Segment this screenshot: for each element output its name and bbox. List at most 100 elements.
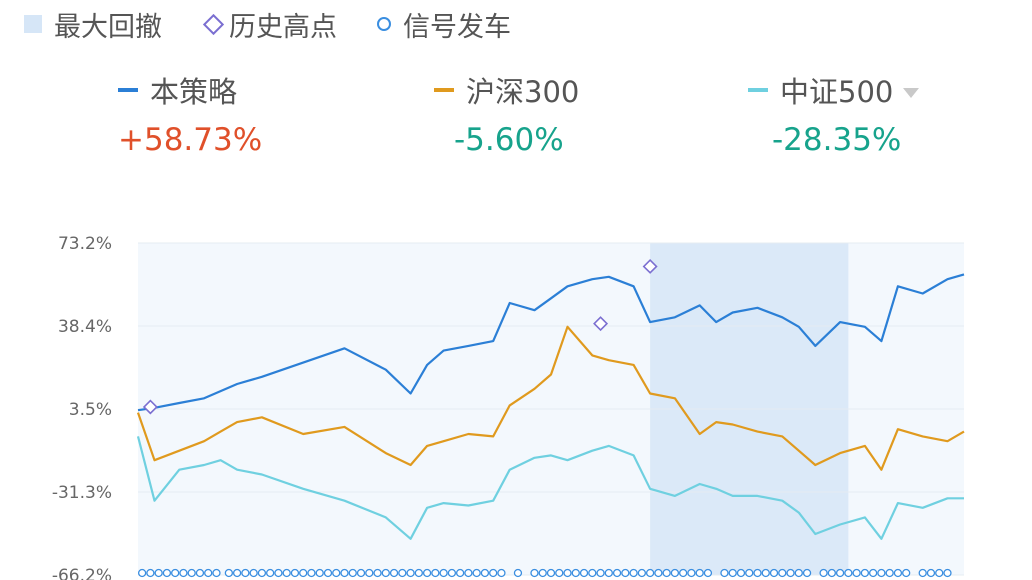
signal-marker (179, 568, 188, 578)
signal-marker (480, 568, 490, 578)
series-return: +58.73% (118, 122, 263, 158)
signal-marker (447, 568, 457, 578)
signal-marker (753, 568, 762, 578)
signal-marker (513, 568, 523, 578)
signal-marker (249, 568, 258, 578)
signal-marker (827, 568, 836, 578)
signal-marker (439, 568, 448, 578)
signal-marker (381, 568, 390, 578)
signal-marker (604, 568, 613, 578)
y-tick-label: 3.5% (69, 400, 112, 420)
y-tick-label: 73.2% (58, 234, 112, 254)
signal-marker (464, 568, 473, 578)
signal-marker (315, 568, 324, 578)
signal-marker (195, 568, 205, 578)
signal-marker (274, 568, 283, 578)
legend-drawdown-label: 最大回撤 (54, 11, 162, 43)
signal-marker (835, 568, 845, 578)
signal-marker (596, 568, 605, 578)
signal-marker (852, 568, 861, 578)
signal-marker (629, 568, 638, 578)
series-line (136, 436, 964, 540)
signal-marker (162, 568, 172, 578)
chevron-down-icon[interactable] (903, 88, 920, 98)
history-high-marker (593, 316, 609, 332)
series-hs300[interactable]: 沪深300 -5.60% (434, 70, 734, 158)
series-return: -28.35% (772, 122, 902, 158)
signal-marker (406, 568, 415, 578)
signal-marker (745, 568, 754, 578)
signal-marker (687, 568, 696, 578)
signal-marker (241, 568, 250, 578)
signal-marker (282, 568, 291, 578)
chart-legend-top: 最大回撤 历史高点 信号发车 (24, 4, 551, 44)
signal-marker (918, 568, 927, 578)
signal-marker (489, 568, 498, 578)
signal-marker (637, 568, 647, 578)
series-strategy[interactable]: 本策略 +58.73% (118, 70, 418, 158)
signal-marker (670, 568, 680, 578)
signal-marker (497, 568, 506, 578)
signal-marker (612, 568, 622, 578)
signal-marker (204, 568, 213, 578)
signal-marker (290, 568, 300, 578)
series-name: 本策略 (150, 75, 238, 109)
signal-marker (769, 568, 779, 578)
legend-drawdown[interactable]: 最大回撤 (24, 5, 162, 44)
signal-marker (761, 568, 770, 578)
circle-icon (377, 17, 391, 31)
signal-marker (728, 568, 737, 578)
signal-marker (356, 568, 366, 578)
signal-marker (299, 568, 308, 578)
signal-marker (844, 568, 853, 578)
signal-marker (455, 568, 465, 578)
signal-marker (579, 568, 589, 578)
series-line-icon (434, 88, 454, 92)
signal-marker (885, 568, 894, 578)
signal-marker (538, 568, 547, 578)
signal-marker (860, 568, 870, 578)
signal-marker (232, 568, 242, 578)
signal-marker (257, 568, 267, 578)
signal-marker (373, 568, 382, 578)
signal-marker (546, 568, 556, 578)
signal-marker (654, 568, 663, 578)
legend-signal[interactable]: 信号发车 (377, 5, 511, 44)
legend-history-high-label: 历史高点 (229, 11, 337, 43)
signal-marker (472, 568, 481, 578)
series-zz500[interactable]: 中证500 -28.35% (748, 70, 1032, 158)
signal-marker (902, 568, 911, 578)
series-line-icon (748, 88, 768, 92)
signal-marker (187, 568, 196, 578)
signal-marker (563, 568, 572, 578)
y-tick-label: -66.2% (52, 566, 112, 580)
y-tick-label: 38.4% (58, 317, 112, 337)
signal-marker (414, 568, 423, 578)
signal-marker (398, 568, 407, 578)
signal-marker (868, 568, 878, 578)
signal-marker (695, 568, 704, 578)
history-high-marker (642, 258, 658, 274)
series-line (136, 325, 965, 471)
signal-marker (778, 568, 787, 578)
series-legend: 本策略 +58.73% 沪深300 -5.60% 中证500 -28.35% (0, 70, 1032, 170)
y-tick-label: -31.3% (52, 483, 112, 503)
legend-history-high[interactable]: 历史高点 (202, 5, 337, 44)
signal-marker (307, 568, 316, 578)
signal-marker (224, 568, 234, 578)
signal-marker (720, 568, 729, 578)
signal-marker (645, 568, 655, 578)
signal-marker (530, 568, 539, 578)
signal-marker (703, 568, 713, 578)
signal-marker (819, 568, 828, 578)
signal-marker (588, 568, 597, 578)
legend-signal-label: 信号发车 (403, 11, 511, 43)
signal-marker (679, 568, 688, 578)
signal-marker (323, 568, 333, 578)
signal-marker (171, 568, 180, 578)
series-name: 中证500 (780, 75, 894, 109)
signal-marker (943, 568, 952, 578)
signal-marker (431, 568, 440, 578)
series-line-icon (118, 88, 138, 92)
